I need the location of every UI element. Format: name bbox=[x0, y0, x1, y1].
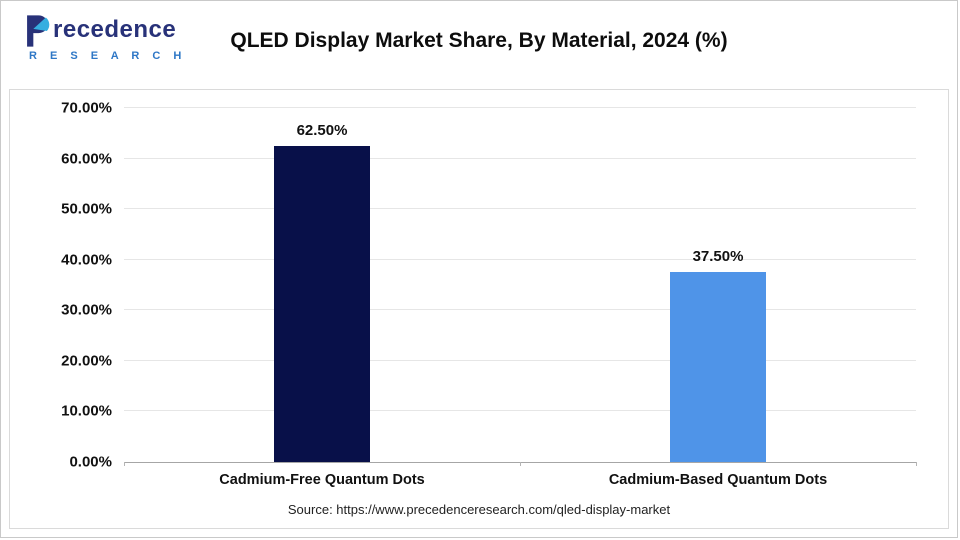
gridline bbox=[124, 309, 916, 311]
source-text: Source: https://www.precedenceresearch.c… bbox=[287, 502, 671, 517]
y-tick-label: 10.00% bbox=[61, 402, 112, 420]
bar-value-label: 37.50% bbox=[692, 248, 744, 266]
y-tick-label: 0.00% bbox=[69, 453, 112, 471]
y-tick-label: 30.00% bbox=[61, 301, 112, 319]
logo-wordmark: recedence bbox=[53, 16, 177, 43]
category-label: Cadmium-Free Quantum Dots bbox=[219, 472, 425, 488]
chart-box: 0.00% 10.00% 20.00% 30.00% 40.00% 50.00% 60.00… bbox=[9, 89, 949, 529]
gridline bbox=[124, 157, 916, 159]
gridline bbox=[124, 410, 916, 412]
logo-subtitle: R E S E A R C H bbox=[29, 50, 187, 62]
y-tick-label: 40.00% bbox=[61, 251, 112, 269]
y-tick-label: 50.00% bbox=[61, 200, 112, 218]
logo-row: recedence bbox=[25, 15, 186, 47]
gridline bbox=[124, 107, 916, 108]
precedence-logo: recedence R E S E A R C H bbox=[25, 15, 186, 62]
x-tick-mark bbox=[520, 462, 521, 466]
x-tick-mark bbox=[124, 462, 125, 466]
gridline bbox=[124, 359, 916, 361]
bar-1 bbox=[274, 145, 370, 462]
category-axis: Cadmium-Free Quantum Dots Cadmium-Based Q… bbox=[124, 472, 916, 488]
precedence-p-icon bbox=[25, 15, 50, 47]
chart-title: QLED Display Market Share, By Material, … bbox=[230, 29, 728, 52]
y-tick-label: 20.00% bbox=[61, 352, 112, 370]
bar-2 bbox=[670, 272, 766, 462]
bar-value-label: 62.50% bbox=[296, 121, 348, 139]
plot-area: 0.00% 10.00% 20.00% 30.00% 40.00% 50.00% 60.00… bbox=[61, 100, 917, 471]
gridline bbox=[124, 208, 916, 210]
y-tick-label: 60.00% bbox=[61, 150, 112, 168]
y-tick-label: 70.00% bbox=[61, 99, 112, 117]
x-tick-mark bbox=[916, 462, 917, 466]
category-label: Cadmium-Based Quantum Dots bbox=[608, 472, 828, 488]
gridline bbox=[124, 258, 916, 260]
header: recedence R E S E A R C H QLED Display M… bbox=[1, 1, 957, 87]
